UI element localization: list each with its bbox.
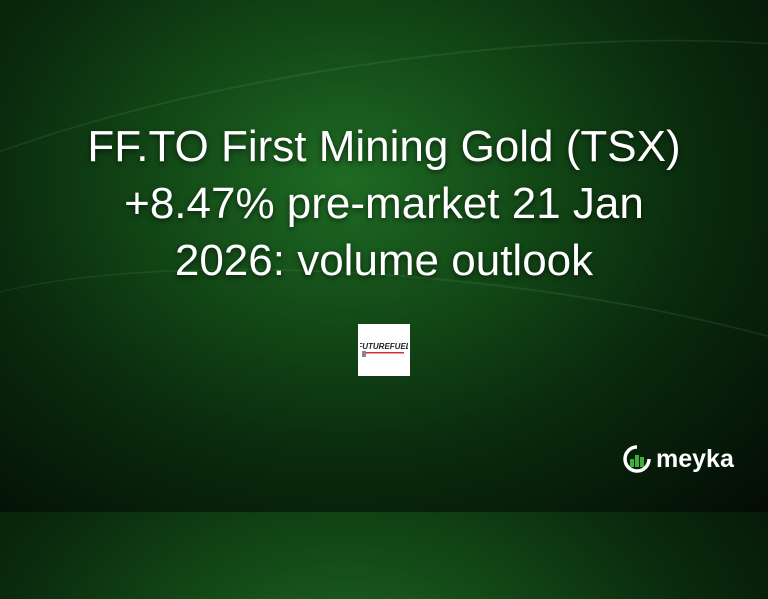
headline-line-3: 2026: volume outlook <box>174 236 594 285</box>
meyka-wordmark: meyka <box>656 444 734 473</box>
meyka-logo: meyka <box>622 444 734 474</box>
futurefuel-logo-icon: FUTUREFUEL <box>360 342 408 357</box>
headline-line-1: FF.TO First Mining Gold (TSX) <box>87 122 681 171</box>
meyka-chart-icon <box>623 445 651 473</box>
company-logo: FUTUREFUEL <box>358 324 410 376</box>
headline: FF.TO First Mining Gold (TSX) +8.47% pre… <box>0 118 768 289</box>
svg-text:FUTUREFUEL: FUTUREFUEL <box>360 342 408 351</box>
headline-line-2: +8.47% pre-market 21 Jan <box>124 179 644 228</box>
